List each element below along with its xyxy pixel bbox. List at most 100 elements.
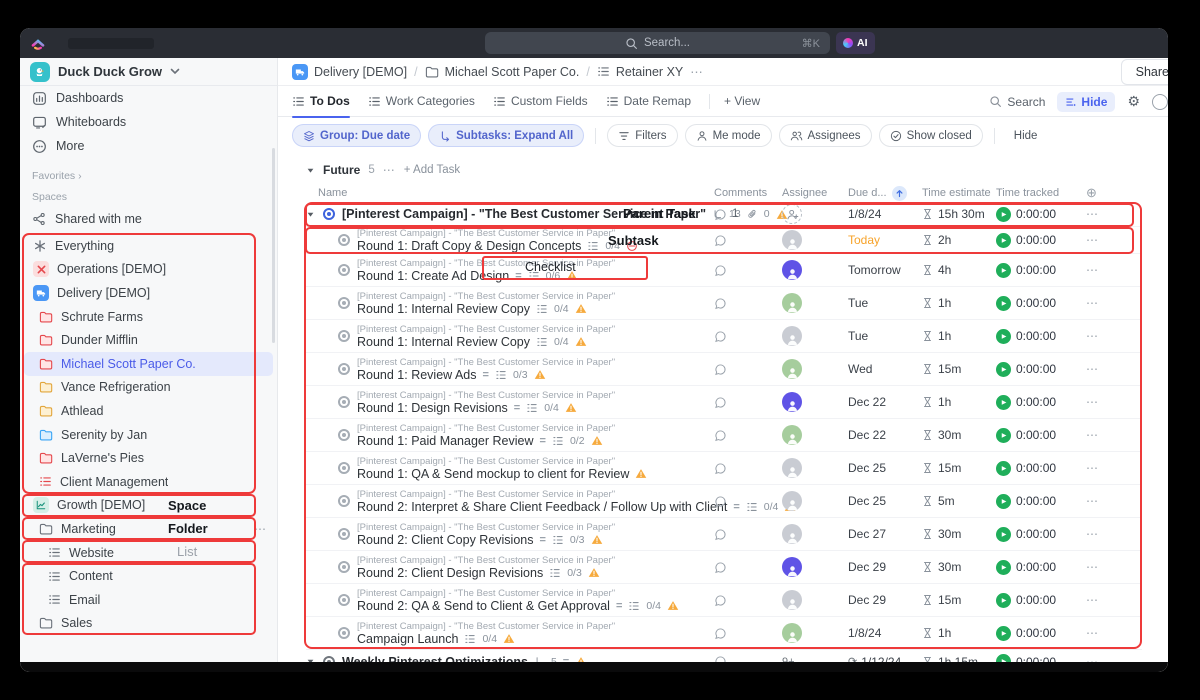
assignee-cell[interactable] [782, 458, 848, 478]
task-status-icon[interactable] [338, 330, 350, 342]
breadcrumb-item-retainer-xy[interactable]: Retainer XY [597, 65, 683, 79]
due-date-cell[interactable]: Dec 22 [848, 428, 922, 442]
chevron-down-icon[interactable] [306, 657, 316, 666]
expand-subtasks-icon[interactable]: = [539, 533, 546, 546]
comments-cell[interactable] [714, 561, 782, 574]
play-icon[interactable]: ▶ [996, 328, 1011, 344]
filter-chip-assignees[interactable]: Assignees [778, 124, 872, 147]
time-tracked-cell[interactable]: ▶ 0:00:00 [996, 526, 1086, 542]
assignee-cell[interactable] [782, 326, 848, 346]
comments-cell[interactable] [714, 429, 782, 442]
play-icon[interactable]: ▶ [996, 625, 1011, 641]
row-menu-icon[interactable]: ⋯ [1086, 461, 1099, 475]
group-name[interactable]: Future [323, 163, 361, 177]
gear-icon[interactable]: ⚙ [1127, 93, 1140, 109]
column-time-tracked[interactable]: Time tracked [996, 187, 1060, 199]
column-name[interactable]: Name [318, 187, 348, 199]
sidebar-item-more[interactable]: More [20, 134, 277, 158]
sidebar-item-athlead[interactable]: Athlead [24, 399, 273, 423]
time-tracked-cell[interactable]: ▶ 0:00:00 [996, 295, 1086, 311]
add-view-button[interactable]: + View [724, 94, 761, 108]
sidebar-item-dunder-mifflin[interactable]: Dunder Mifflin [24, 328, 273, 352]
time-estimate-cell[interactable]: 15m [922, 362, 996, 376]
add-column-icon[interactable]: ⊕ [1086, 185, 1097, 200]
sidebar-item-dashboards[interactable]: Dashboards [20, 86, 277, 110]
time-estimate-cell[interactable]: 1h [922, 395, 996, 409]
time-estimate-cell[interactable]: 1h [922, 329, 996, 343]
expand-subtasks-icon[interactable]: = [733, 500, 740, 513]
time-estimate-cell[interactable]: 30m [922, 527, 996, 541]
play-icon[interactable]: ▶ [996, 427, 1011, 443]
task-row[interactable]: [Pinterest Campaign] - "The Best Custome… [306, 418, 1142, 451]
share-button[interactable]: Share [1120, 58, 1168, 85]
time-tracked-cell[interactable]: ▶ 0:00:00 [996, 427, 1086, 443]
ai-button[interactable]: AI [836, 32, 875, 54]
task-status-icon[interactable] [338, 627, 350, 639]
row-menu-icon[interactable]: ⋯ [1086, 263, 1099, 277]
add-task-button[interactable]: + Add Task [403, 164, 461, 176]
task-status-icon[interactable] [338, 561, 350, 573]
filter-chip-me-mode[interactable]: Me mode [684, 124, 772, 147]
column-time-estimate[interactable]: Time estimate [922, 187, 991, 199]
task-row[interactable]: [Pinterest Campaign] - "The Best Custome… [306, 616, 1142, 649]
assignee-cell[interactable] [782, 359, 848, 379]
expand-subtasks-icon[interactable]: = [515, 269, 522, 282]
sidebar-item-shared-with-me[interactable]: Shared with me [20, 208, 277, 230]
time-tracked-cell[interactable]: ▶ 0:00:00 [996, 625, 1086, 641]
row-menu-icon[interactable]: ⋯ [1086, 329, 1099, 343]
play-icon[interactable]: ▶ [996, 262, 1011, 278]
assignee-cell[interactable] [782, 392, 848, 412]
time-tracked-cell[interactable]: ▶ 0:00:00 [996, 232, 1086, 248]
hide-columns-button[interactable]: Hide [1013, 129, 1038, 142]
task-status-icon[interactable] [323, 208, 335, 220]
sidebar-item-vance-refrigeration[interactable]: Vance Refrigeration [24, 376, 273, 400]
filter-chip-group-due-date[interactable]: Group: Due date [292, 124, 422, 147]
sidebar-scrollbar[interactable] [272, 148, 275, 343]
workspace-switcher[interactable]: Duck Duck Grow [20, 58, 277, 86]
column-comments[interactable]: Comments [714, 187, 768, 199]
due-date-cell[interactable]: Dec 27 [848, 527, 922, 541]
play-icon[interactable]: ▶ [996, 295, 1011, 311]
task-row[interactable]: [Pinterest Campaign] - "The Best Custome… [306, 352, 1142, 385]
assignee-cell[interactable] [782, 204, 848, 224]
filter-chip-filters[interactable]: Filters [607, 124, 678, 147]
expand-subtasks-icon[interactable]: = [539, 434, 546, 447]
due-date-cell[interactable]: Wed [848, 362, 922, 376]
hide-fields-button[interactable]: Hide [1057, 91, 1116, 112]
row-menu-icon[interactable]: ⋯ [1086, 233, 1099, 247]
expand-subtasks-icon[interactable]: = [513, 401, 521, 414]
due-date-cell[interactable]: Tomorrow [848, 263, 922, 277]
play-icon[interactable]: ▶ [996, 394, 1011, 410]
task-status-icon[interactable] [338, 363, 350, 375]
due-date-cell[interactable]: Tue [848, 329, 922, 343]
comments-cell[interactable] [714, 363, 782, 376]
sidebar-item-sales[interactable]: Sales [24, 612, 273, 636]
sidebar-item-client-management[interactable]: Client Management [24, 470, 273, 494]
group-menu-icon[interactable]: ⋯ [382, 163, 396, 177]
comments-cell[interactable] [714, 462, 782, 475]
row-menu-icon[interactable]: ⋯ [1086, 494, 1099, 508]
comments-cell[interactable] [714, 297, 782, 310]
play-icon[interactable]: ▶ [996, 526, 1011, 542]
play-icon[interactable]: ▶ [996, 232, 1011, 248]
time-estimate-cell[interactable]: 30m [922, 428, 996, 442]
row-menu-icon[interactable]: ⋯ [1086, 207, 1099, 221]
comments-cell[interactable] [714, 594, 782, 607]
time-estimate-cell[interactable]: 4h [922, 263, 996, 277]
favorites-section-header[interactable]: Favorites › [32, 170, 82, 182]
task-row[interactable]: [Pinterest Campaign] - "The Best Custome… [306, 517, 1142, 550]
time-tracked-cell[interactable]: ▶ 0:00:00 [996, 361, 1086, 377]
task-status-icon[interactable] [338, 297, 350, 309]
task-row[interactable]: [Pinterest Campaign] - "The Best Custome… [306, 385, 1142, 418]
sidebar-item-website[interactable]: Website [24, 541, 273, 565]
assignee-cell[interactable] [782, 260, 848, 280]
comments-cell[interactable]: 1 [714, 208, 782, 221]
breadcrumb-menu-icon[interactable]: ⋯ [690, 65, 704, 79]
sidebar-item-everything[interactable]: Everything [24, 234, 273, 258]
play-icon[interactable]: ▶ [996, 493, 1011, 509]
comments-cell[interactable] [714, 396, 782, 409]
row-menu-icon[interactable]: ⋯ [1086, 296, 1099, 310]
sidebar-item-marketing[interactable]: Marketing ⋯ [24, 517, 273, 541]
expand-subtasks-icon[interactable]: = [482, 368, 489, 381]
sidebar-item-growth-demo[interactable]: Growth [DEMO] [24, 494, 273, 518]
